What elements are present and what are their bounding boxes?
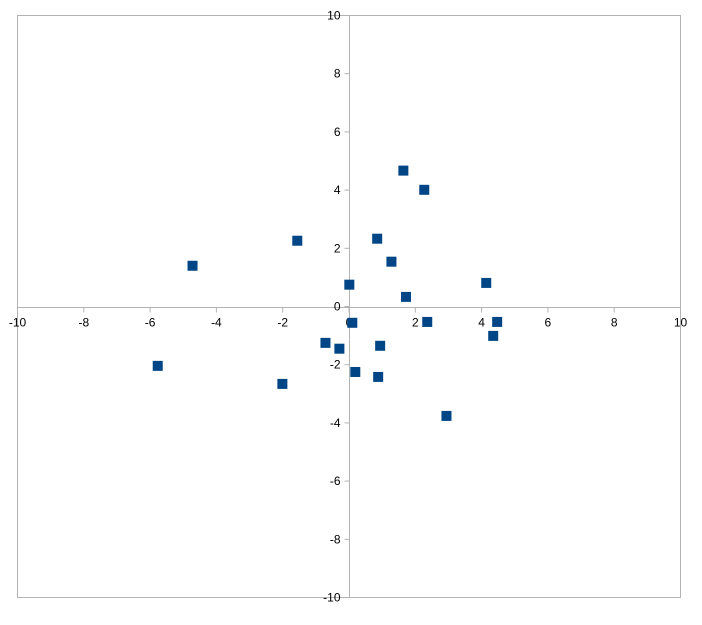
x-tick-label: -6 — [145, 316, 156, 330]
y-tick-label: 10 — [327, 9, 341, 23]
data-point — [187, 260, 198, 271]
y-tick-label: -4 — [330, 416, 341, 430]
data-point — [441, 410, 452, 421]
data-point — [375, 340, 386, 351]
data-point — [372, 233, 383, 244]
x-tick-label: 10 — [674, 316, 688, 330]
x-tick-label: 2 — [412, 316, 419, 330]
data-point — [386, 256, 397, 267]
x-tick-label: -8 — [78, 316, 89, 330]
y-tick-label: 4 — [334, 183, 341, 197]
y-tick-label: -8 — [330, 532, 341, 546]
data-point — [373, 371, 384, 382]
y-tick-label: 2 — [334, 241, 341, 255]
data-point — [277, 378, 288, 389]
x-tick-label: 8 — [611, 316, 618, 330]
x-tick-label: -10 — [9, 316, 27, 330]
y-tick-label: 6 — [334, 125, 341, 139]
data-point — [344, 279, 355, 290]
data-point — [422, 316, 433, 327]
y-tick-label: -10 — [323, 591, 341, 605]
data-point — [481, 277, 492, 288]
x-tick-label: -4 — [211, 316, 222, 330]
data-point — [292, 235, 303, 246]
data-point — [347, 317, 358, 328]
y-tick-label: 0 — [334, 300, 341, 314]
data-point — [492, 316, 503, 327]
x-tick-label: 6 — [545, 316, 552, 330]
y-tick-label: 8 — [334, 67, 341, 81]
data-point — [401, 291, 412, 302]
data-point — [488, 330, 499, 341]
y-tick-label: -6 — [330, 474, 341, 488]
x-tick-label: -2 — [277, 316, 288, 330]
data-point — [419, 184, 430, 195]
data-point — [334, 343, 345, 354]
y-tick-label: -2 — [330, 358, 341, 372]
data-point — [152, 360, 163, 371]
data-point — [320, 337, 331, 348]
x-tick-label: 4 — [478, 316, 485, 330]
data-point — [398, 165, 409, 176]
data-point — [350, 366, 361, 377]
